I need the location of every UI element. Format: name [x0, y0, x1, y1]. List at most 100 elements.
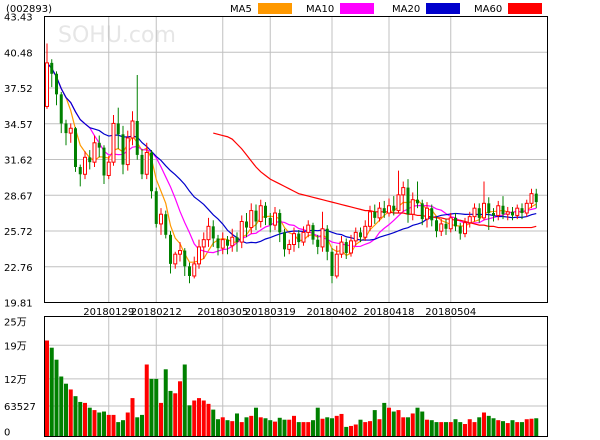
- candlesticks: [45, 43, 538, 284]
- volume-bar: [54, 359, 59, 437]
- candle-body: [102, 147, 106, 176]
- candle-body: [297, 233, 301, 243]
- volume-bar: [140, 414, 144, 437]
- volume-bar: [315, 407, 320, 437]
- legend-swatch: [258, 3, 292, 14]
- candle-body: [472, 207, 477, 218]
- volume-bar: [121, 420, 125, 437]
- volume-bar: [505, 423, 510, 437]
- candle-body: [211, 226, 215, 239]
- candle-body: [492, 213, 495, 216]
- candle-body: [316, 239, 320, 247]
- volume-bar: [87, 407, 92, 437]
- candle-body: [144, 151, 149, 175]
- candle-body: [258, 205, 263, 222]
- candle-body: [392, 205, 396, 211]
- volume-bar: [353, 424, 358, 437]
- volume-bar: [244, 417, 249, 437]
- price-tick-label: 28.67: [4, 191, 33, 202]
- candle-body: [396, 194, 401, 212]
- legend-label: MA20: [392, 4, 420, 15]
- volume-bar: [387, 407, 391, 437]
- volume-bar: [472, 422, 477, 437]
- volume-bar: [520, 422, 524, 437]
- candle-body: [264, 205, 267, 218]
- volume-bar: [429, 420, 434, 437]
- legend-swatch: [508, 3, 542, 14]
- candle-body: [230, 236, 235, 247]
- volume-bar: [49, 347, 54, 437]
- volume-bar: [444, 422, 448, 437]
- candle-body: [439, 223, 444, 232]
- candle-body: [130, 120, 135, 139]
- volume-bar: [330, 418, 334, 437]
- volume-bar: [467, 419, 472, 437]
- candle-body: [268, 217, 272, 226]
- candle-body: [387, 205, 391, 214]
- volume-bar: [349, 425, 353, 437]
- volume-tick-label: 25万: [4, 318, 27, 329]
- volume-bar: [263, 418, 268, 437]
- volume-bar: [434, 422, 439, 437]
- candle-body: [311, 225, 315, 240]
- volume-bar: [154, 378, 159, 437]
- candle-body: [496, 205, 501, 216]
- volume-bar: [201, 400, 206, 437]
- legend-label: MA60: [474, 4, 502, 15]
- candle-body: [150, 152, 153, 192]
- candle-body: [50, 62, 54, 74]
- volume-bar: [111, 414, 116, 437]
- volume-bar: [439, 422, 444, 437]
- volume-bar: [406, 417, 410, 437]
- candle-body: [467, 216, 472, 224]
- price-tick-label: 25.72: [4, 227, 33, 238]
- candle-body: [363, 225, 368, 238]
- candle-body: [416, 199, 419, 204]
- volume-bar: [534, 418, 539, 437]
- candle-body: [325, 228, 329, 252]
- volume-bar: [116, 422, 121, 437]
- price-tick-label: 22.76: [4, 263, 33, 274]
- volume-bar: [496, 420, 501, 437]
- price-tick-label: 19.81: [4, 299, 33, 310]
- price-tick-label: 34.57: [4, 120, 33, 131]
- volume-bar: [501, 421, 505, 437]
- volume-bar: [529, 418, 534, 437]
- candle-body: [501, 205, 505, 215]
- volume-axis-ticks: 25万 19万 12万 63527 0: [4, 318, 36, 439]
- volume-bar: [458, 422, 463, 437]
- volume-bar: [135, 417, 140, 437]
- volume-bar: [73, 396, 78, 437]
- volume-bar: [482, 412, 486, 437]
- candle-body: [334, 253, 339, 277]
- candle-body: [353, 231, 358, 242]
- volume-bar: [168, 390, 173, 437]
- candle-body: [463, 222, 467, 235]
- volume-bar: [130, 398, 135, 437]
- legend-label: MA10: [306, 4, 334, 15]
- candle-body: [330, 251, 334, 276]
- candle-body: [529, 193, 534, 204]
- volume-bar: [59, 376, 64, 437]
- date-tick-label: 20180402: [307, 307, 358, 318]
- volume-bar: [178, 381, 182, 437]
- candle-body: [55, 73, 58, 95]
- candle-body: [92, 142, 97, 163]
- legend-label: MA5: [230, 4, 252, 15]
- volume-bar: [197, 398, 201, 437]
- candle-body: [74, 128, 77, 168]
- candle-body: [505, 211, 510, 215]
- candle-body: [64, 123, 68, 134]
- volume-bar: [486, 415, 491, 437]
- candle-body: [201, 239, 206, 248]
- price-panel-border: [44, 16, 548, 303]
- legend-swatch: [340, 3, 374, 14]
- volume-bar: [64, 383, 68, 437]
- candle-body: [373, 211, 377, 218]
- volume-panel-border: [44, 316, 548, 437]
- candle-body: [339, 241, 344, 255]
- date-tick-label: 20180504: [425, 307, 476, 318]
- candle-body: [406, 187, 410, 215]
- volume-bar: [211, 409, 216, 437]
